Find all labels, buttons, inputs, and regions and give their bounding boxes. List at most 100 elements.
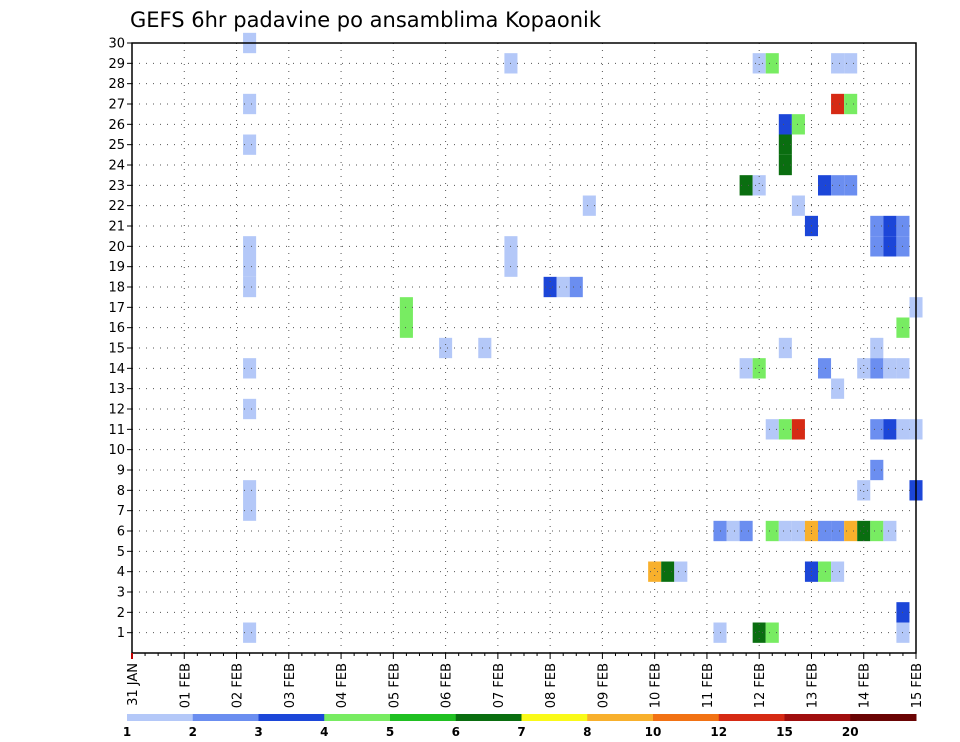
x-tick-label: 15 FEB — [910, 663, 925, 708]
heatmap-cell — [765, 53, 779, 74]
heatmap-cell — [243, 480, 257, 501]
heatmap-cell — [765, 419, 779, 440]
x-tick-label: 12 FEB — [753, 663, 768, 708]
heatmap-cell — [556, 276, 570, 298]
heatmap-cell — [870, 419, 884, 440]
y-tick-label: 13 — [108, 382, 125, 397]
heatmap-cell — [752, 358, 766, 379]
heatmap-cell — [778, 337, 792, 359]
heatmap-cell — [752, 622, 766, 643]
y-tick-label: 10 — [108, 443, 125, 458]
x-tick-label: 02 FEB — [231, 663, 246, 708]
y-tick-label: 25 — [108, 138, 125, 153]
y-tick-label: 22 — [108, 199, 125, 214]
grid-lines — [132, 42, 916, 653]
y-tick-label: 24 — [108, 159, 125, 174]
heatmap-cell — [739, 520, 753, 542]
x-tick-label: 07 FEB — [492, 663, 507, 708]
y-tick-label: 27 — [108, 98, 125, 113]
x-tick-label: 11 FEB — [701, 663, 716, 708]
x-tick-label: 05 FEB — [387, 663, 402, 708]
heatmap-cell — [831, 93, 845, 115]
x-tick-label: 31 JAN — [126, 663, 141, 706]
y-tick-label: 23 — [108, 179, 125, 194]
heatmap-cell — [243, 256, 257, 277]
y-tick-label: 29 — [108, 57, 125, 72]
colorbar-swatch — [455, 714, 522, 721]
heatmap-cell — [778, 520, 792, 542]
colorbar: 1 2 3 4 5 6 7 8 10 12 15 20 — [123, 714, 917, 739]
y-tick-label: 19 — [108, 260, 125, 275]
y-tick-label: 8 — [117, 484, 125, 499]
colorbar-label: 12 — [710, 725, 727, 739]
y-tick-label: 6 — [117, 525, 125, 540]
heatmap-cell — [831, 378, 845, 399]
colorbar-label: 2 — [189, 725, 197, 739]
colorbar-label: 15 — [776, 725, 793, 739]
y-tick-label: 1 — [117, 626, 125, 641]
heatmap-cell — [857, 358, 871, 379]
x-tick-label: 08 FEB — [544, 663, 559, 708]
heatmap-cell — [818, 561, 832, 582]
colorbar-swatch — [850, 714, 917, 721]
colorbar-label: 10 — [645, 725, 662, 739]
colorbar-swatch — [192, 714, 259, 721]
heatmap-cell — [857, 520, 871, 542]
heatmap-cell — [399, 297, 413, 318]
colorbar-swatch — [784, 714, 851, 721]
heatmap-cell — [543, 276, 557, 298]
heatmap-cells — [243, 32, 923, 643]
heatmap-cell — [765, 622, 779, 643]
heatmap-cell — [243, 500, 257, 521]
heatmap-cell — [791, 195, 805, 216]
heatmap-cell — [831, 520, 845, 542]
heatmap-cell — [752, 53, 766, 74]
colorbar-label: 8 — [583, 725, 591, 739]
colorbar-label: 7 — [517, 725, 525, 739]
y-tick-label: 14 — [108, 362, 125, 377]
heatmap-cell — [870, 236, 884, 257]
heatmap-cell — [870, 358, 884, 379]
heatmap-cell — [818, 358, 832, 379]
y-tick-label: 7 — [117, 504, 125, 519]
heatmap-cell — [883, 520, 897, 542]
heatmap-cell — [791, 419, 805, 440]
heatmap-cell — [243, 358, 257, 379]
y-tick-label: 18 — [108, 281, 125, 296]
colorbar-swatch — [587, 714, 654, 721]
y-tick-label: 15 — [108, 342, 125, 357]
colorbar-swatch — [324, 714, 391, 721]
y-tick-label: 4 — [117, 565, 125, 580]
colorbar-label: 20 — [842, 725, 859, 739]
y-axis: 1234567891011121314151617181920212223242… — [108, 37, 132, 641]
heatmap-cell — [791, 520, 805, 542]
y-tick-label: 12 — [108, 403, 125, 418]
heatmap-cell — [752, 175, 766, 196]
heatmap-cell — [883, 215, 897, 237]
x-tick-label: 04 FEB — [335, 663, 350, 708]
colorbar-swatch — [258, 714, 325, 721]
heatmap-cell — [243, 236, 257, 257]
colorbar-label: 1 — [123, 725, 131, 739]
x-tick-label: 10 FEB — [649, 663, 664, 708]
colorbar-swatch — [521, 714, 588, 721]
heatmap-cell — [399, 317, 413, 338]
heatmap-cell — [791, 114, 805, 135]
heatmap-cell — [844, 175, 858, 196]
heatmap-cell — [778, 154, 792, 176]
heatmap-cell — [739, 175, 753, 196]
heatmap-cell — [778, 114, 792, 135]
colorbar-label: 3 — [254, 725, 262, 739]
heatmap-cell — [870, 459, 884, 481]
heatmap-cell — [243, 622, 257, 643]
heatmap-cell — [582, 195, 596, 216]
y-tick-label: 26 — [108, 118, 125, 133]
x-axis: 31 JAN 01 FEB 02 FEB 03 FEB 04 FEB 05 FEB 06 F… — [126, 653, 925, 708]
heatmap-cell — [439, 337, 453, 359]
x-tick-label: 13 FEB — [805, 663, 820, 708]
heatmap-cell — [569, 276, 583, 298]
x-tick-label: 14 FEB — [858, 663, 873, 708]
colorbar-swatch — [127, 714, 194, 721]
colorbar-swatch — [653, 714, 720, 721]
